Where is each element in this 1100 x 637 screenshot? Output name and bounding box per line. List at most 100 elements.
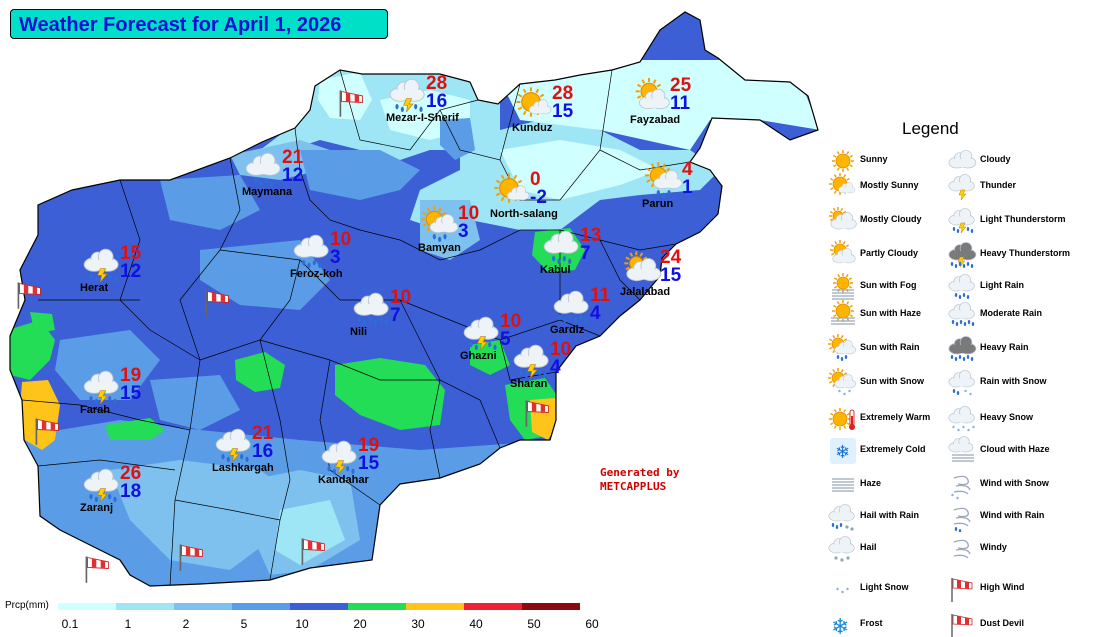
svg-text:*: * [836, 587, 839, 594]
legend-label: Extremely Warm [860, 412, 931, 422]
legend-label: Mostly Sunny [860, 180, 919, 190]
mostly-cloudy-icon [829, 207, 857, 230]
legend-label: Sun with Haze [860, 308, 922, 318]
heavy-snow-icon: * * * * * [948, 406, 975, 434]
max-temperature: 11 [590, 285, 611, 306]
legend-label: Thunder [980, 180, 1016, 190]
legend-label: Windy [980, 542, 1007, 552]
scale-swatch [232, 603, 290, 610]
max-temperature: 21 [252, 423, 274, 444]
city-name: Kabul [540, 264, 571, 276]
legend-title: Legend [902, 119, 959, 138]
scale-tick-label: 50 [527, 617, 541, 631]
city-name: Ghazni [460, 350, 497, 362]
max-temperature: 19 [120, 365, 142, 386]
min-temperature: -2 [530, 187, 547, 208]
svg-text:❄: ❄ [835, 442, 850, 463]
scale-swatch [58, 603, 116, 610]
min-temperature: 15 [660, 265, 682, 286]
extremely-cold-icon: ❄ [830, 438, 856, 464]
legend-label: Wind with Snow [980, 478, 1049, 488]
svg-text:*: * [838, 389, 841, 396]
max-temperature: 25 [670, 75, 692, 96]
province-borders [21, 69, 691, 586]
legend-label: Extremely Cold [860, 444, 926, 454]
light-rain-icon [543, 230, 579, 264]
min-temperature: 7 [580, 243, 591, 264]
legend-label: Heavy Rain [980, 342, 1029, 352]
mostly-cloudy-icon [624, 251, 662, 282]
city-name: Gardiz [550, 324, 585, 336]
mostly-sunny-icon [494, 173, 530, 203]
light-snow-icon: * * * [836, 587, 849, 597]
haze-icon [832, 478, 854, 492]
scale-swatch [406, 603, 464, 610]
light-rain-icon [245, 152, 281, 186]
high-wind-icon [179, 544, 203, 571]
scale-tick-label: 2 [182, 617, 190, 631]
max-temperature: 26 [120, 463, 142, 484]
city-name: Sharan [510, 378, 548, 390]
min-temperature: 4 [550, 357, 561, 378]
generator-name: METCAPPLUS [600, 480, 667, 493]
mostly-sunny-icon [516, 87, 552, 117]
svg-text:*: * [964, 389, 967, 396]
legend-label: Cloudy [980, 154, 1011, 164]
legend-label: Light Thunderstorm [980, 214, 1066, 224]
city-name: Herat [80, 282, 109, 294]
min-temperature: 12 [282, 165, 304, 186]
legend-label: High Wind [980, 582, 1025, 592]
city-name: Mezar-I-Sherif [386, 112, 459, 124]
sun-with-rain-icon [645, 162, 683, 198]
min-temperature: 16 [426, 91, 448, 112]
legend-label: Sunny [860, 154, 888, 164]
moderate-rain-icon [353, 292, 389, 325]
scale-swatch [522, 603, 580, 610]
sunny-icon [832, 150, 854, 172]
thunder-icon [948, 174, 975, 201]
high-wind-icon [205, 290, 229, 317]
sun-with-fog-icon [832, 273, 854, 300]
legend-label: Rain with Snow [980, 376, 1047, 386]
generated-by-note: Generated by METCAPPLUS [600, 466, 679, 494]
light-thunderstorm-icon [463, 316, 499, 351]
max-temperature: 10 [500, 311, 522, 332]
high-wind-icon [951, 578, 973, 602]
max-temperature: 15 [120, 243, 142, 264]
min-temperature: 11 [670, 93, 691, 114]
light-thunderstorm-icon [83, 468, 119, 503]
scale-tick-label: 5 [240, 617, 248, 631]
scale-tick-label: 20 [353, 617, 367, 631]
svg-text:*: * [972, 425, 975, 432]
city-name: Maymana [242, 186, 293, 198]
min-temperature: 15 [358, 453, 380, 474]
city-name: Parun [642, 198, 674, 210]
sun-with-haze-icon [831, 300, 855, 325]
mostly-sunny-icon [829, 173, 856, 195]
scale-tick-label: 0.1 [61, 617, 79, 631]
moderate-rain-icon [948, 302, 975, 326]
scale-title: Prcp(mm) [5, 600, 49, 611]
svg-text:*: * [962, 425, 965, 432]
high-wind-icon [301, 538, 325, 565]
legend-label: Sun with Snow [860, 376, 924, 386]
cloud-with-haze-icon [948, 436, 974, 462]
light-thunderstorm-icon [215, 428, 251, 463]
svg-text:*: * [969, 392, 972, 398]
city-name: North-salang [490, 208, 558, 220]
scale-tick-label: 1 [124, 617, 132, 631]
legend-label: Moderate Rain [980, 308, 1043, 318]
sun-with-snow-icon: * * * [828, 368, 856, 398]
legend-label: Partly Cloudy [860, 248, 919, 258]
wind-with-snow-icon: * * [951, 475, 971, 500]
max-temperature: 21 [282, 147, 304, 168]
legend-label: Heavy Snow [980, 412, 1034, 422]
legend-label: Hail [860, 542, 877, 552]
min-temperature: 5 [500, 329, 511, 350]
city-name: Zaranj [80, 502, 114, 514]
light-thunderstorm-icon [83, 370, 119, 405]
max-temperature: 19 [358, 435, 380, 456]
windy-icon [953, 539, 971, 559]
legend-label: Heavy Thunderstorm [980, 248, 1071, 258]
